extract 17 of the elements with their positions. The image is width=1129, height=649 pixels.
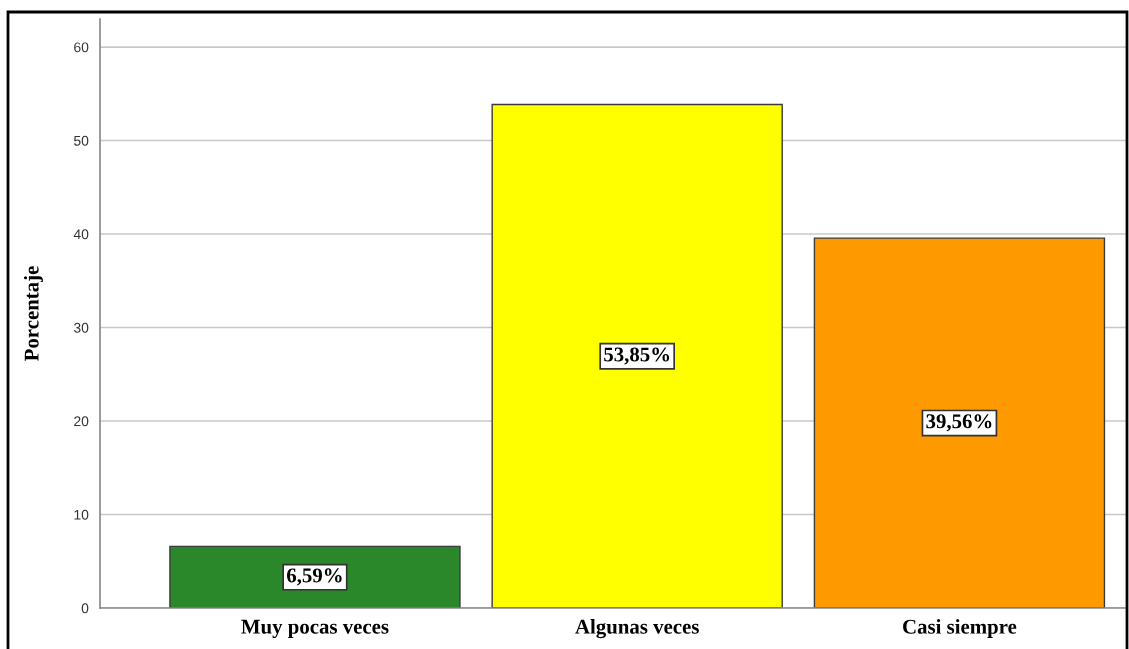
bar [491,103,783,608]
data-label: 53,85% [604,347,670,365]
y-tick-label: 30 [73,322,89,333]
y-tick-label: 20 [74,416,89,427]
data-label: 39,56% [926,414,992,432]
y-tick-label: 60 [74,42,89,53]
y-axis-title: Porcentaje [23,266,43,361]
data-label: 6,59% [287,568,342,586]
y-tick-label: 0 [81,603,89,614]
x-tick-label: Casi siempre [903,619,1017,638]
bar [169,545,461,608]
bar [813,237,1106,608]
x-tick-label: Algunas veces [575,619,699,639]
y-tick-label: 40 [73,229,89,240]
y-tick-label: 50 [74,135,89,146]
y-tick-label: 10 [74,509,89,520]
x-tick-label: Muy pocas veces [241,619,389,638]
